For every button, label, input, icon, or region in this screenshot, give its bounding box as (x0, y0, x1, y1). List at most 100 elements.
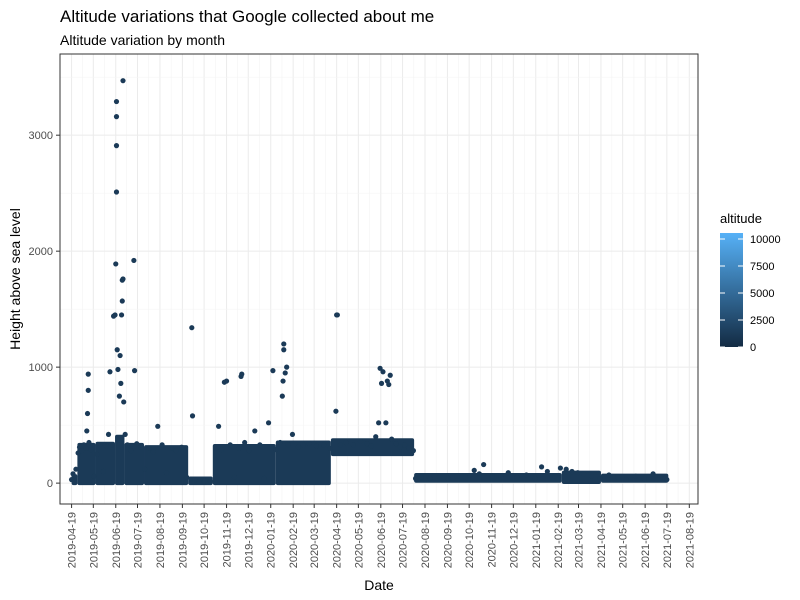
data-point (280, 378, 286, 384)
data-point (208, 478, 214, 484)
data-point (202, 478, 208, 484)
data-point (368, 443, 374, 449)
data-point (103, 443, 109, 449)
data-point (337, 442, 343, 448)
data-point (117, 352, 123, 359)
legend-tick-label: 10000 (750, 234, 781, 246)
data-point (575, 470, 581, 476)
data-point (142, 466, 148, 472)
data-point (257, 442, 263, 448)
data-point (83, 445, 89, 451)
data-point (481, 461, 487, 468)
data-point (306, 441, 312, 447)
data-points (68, 78, 670, 485)
legend-tick-label: 2500 (750, 315, 774, 327)
data-point (386, 381, 392, 388)
x-tick-label: 2019-11-19 (222, 512, 234, 567)
x-tick-label: 2019-04-19 (67, 512, 79, 568)
x-tick-label: 2021-04-19 (596, 512, 608, 568)
x-tick-label: 2019-10-19 (199, 512, 211, 568)
data-point (588, 473, 595, 479)
data-point (289, 431, 296, 438)
data-point (281, 341, 287, 347)
data-point (107, 369, 113, 375)
data-point (118, 312, 125, 318)
data-point (116, 393, 122, 399)
x-tick-label: 2020-01-19 (266, 512, 278, 568)
y-tick-label: 0 (47, 478, 53, 490)
data-point (131, 257, 137, 264)
data-point (131, 368, 138, 374)
x-tick-label: 2020-06-19 (376, 512, 388, 568)
data-point (569, 468, 575, 475)
data-point (538, 464, 545, 470)
data-point (454, 473, 460, 479)
point-cluster (414, 473, 562, 483)
data-point (100, 468, 107, 475)
data-point (462, 474, 469, 480)
legend-colorbar (720, 233, 743, 347)
x-tick-label: 2021-07-19 (662, 512, 674, 568)
legend: altitude 0 2500 5000 7500 10000 (720, 211, 781, 354)
x-tick-label: 2020-11-19 (487, 512, 499, 567)
data-point (597, 475, 603, 482)
data-point (273, 446, 279, 453)
data-point (223, 378, 230, 384)
legend-ticks: 0 2500 5000 7500 10000 (720, 234, 781, 354)
legend-tick-label: 7500 (750, 261, 774, 273)
x-tick-label: 2020-03-19 (309, 512, 321, 568)
data-point (389, 436, 395, 442)
data-point (406, 445, 412, 451)
y-tick-label: 3000 (29, 130, 53, 142)
y-tick-label: 2000 (29, 246, 53, 258)
point-cluster (212, 444, 276, 486)
data-point (427, 475, 433, 482)
data-point (189, 413, 196, 419)
data-point (88, 446, 94, 453)
data-point (377, 365, 383, 371)
legend-title: altitude (720, 211, 762, 226)
data-point (373, 434, 379, 440)
data-point (376, 420, 382, 426)
data-point (239, 371, 245, 377)
point-cluster (115, 434, 125, 486)
x-tick-label: 2020-08-19 (420, 512, 432, 568)
data-point (633, 473, 639, 479)
x-tick-label: 2020-12-19 (508, 512, 520, 568)
x-tick-label: 2021-08-19 (684, 512, 696, 568)
data-point (85, 371, 91, 377)
data-point (321, 442, 327, 448)
data-point (146, 445, 152, 451)
data-point (300, 442, 306, 448)
data-point (282, 370, 288, 376)
data-point (246, 448, 252, 454)
data-point (378, 380, 385, 386)
grid-lines (60, 54, 698, 504)
data-point (489, 473, 495, 479)
x-tick-label: 2019-06-19 (111, 512, 123, 568)
y-axis-title: Height above sea level (7, 208, 23, 350)
data-point (159, 442, 165, 448)
x-tick-label: 2019-12-19 (243, 512, 255, 568)
x-tick-label: 2019-09-19 (177, 512, 189, 568)
data-point (168, 445, 175, 451)
data-point (112, 312, 118, 318)
data-point (70, 471, 76, 477)
data-point (284, 364, 290, 370)
data-point (615, 474, 621, 480)
data-point (261, 475, 267, 482)
point-cluster (77, 442, 96, 486)
x-tick-label: 2021-06-19 (640, 512, 652, 568)
plot-panel-border (59, 53, 699, 505)
data-point (94, 451, 100, 457)
x-tick-label: 2019-08-19 (155, 512, 167, 568)
data-point (252, 428, 258, 434)
data-point (552, 473, 558, 479)
data-point (357, 438, 364, 444)
data-point (393, 441, 399, 447)
data-point (397, 444, 403, 450)
data-point (86, 439, 92, 446)
data-point (281, 347, 287, 353)
data-point (436, 474, 443, 480)
